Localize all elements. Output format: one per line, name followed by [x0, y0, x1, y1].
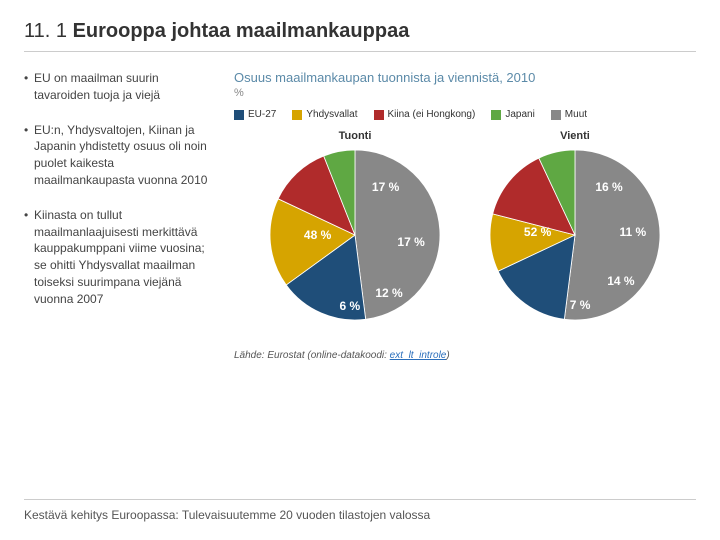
source-suffix: ) — [446, 350, 449, 361]
legend-item: Yhdysvallat — [292, 109, 357, 120]
legend-item: Kiina (ei Hongkong) — [374, 109, 476, 120]
pie-pct-label: 17 % — [372, 180, 399, 194]
pie-chart: Vienti 52 % 16 % 11 % 14 % 7 % — [490, 130, 660, 320]
pie-pct-label: 48 % — [304, 228, 331, 242]
legend-swatch — [491, 110, 501, 120]
pie-pct-label: 7 % — [570, 298, 591, 312]
title-bold: Eurooppa johtaa maailmankauppaa — [73, 20, 410, 42]
footer-text: Kestävä kehitys Euroopassa: Tulevaisuute… — [24, 499, 696, 522]
chart-title: Osuus maailmankaupan tuonnista ja vienni… — [234, 70, 696, 85]
pie-graphic: 52 % 16 % 11 % 14 % 7 % — [490, 150, 660, 320]
pie-row: Tuonti 48 % 17 % 17 % 12 % 6 % Vienti 52 % 16 % 1… — [234, 130, 696, 320]
source-prefix: Lähde: Eurostat (online-datakoodi: — [234, 350, 390, 361]
pie-pct-label: 17 % — [397, 235, 424, 249]
bullet-2: EU:n, Yhdysvaltojen, Kiinan ja Japanin y… — [24, 122, 214, 189]
pie-pct-label: 6 % — [340, 299, 361, 313]
pie-pct-label: 11 % — [619, 225, 646, 239]
legend-label: Muut — [565, 109, 587, 120]
legend-swatch — [551, 110, 561, 120]
pie-pct-label: 16 % — [595, 180, 622, 194]
pie-chart: Tuonti 48 % 17 % 17 % 12 % 6 % — [270, 130, 440, 320]
legend-item: EU-27 — [234, 109, 276, 120]
legend-label: Yhdysvallat — [306, 109, 357, 120]
source-link[interactable]: ext_lt_introle — [390, 350, 447, 361]
pie-pct-label: 52 % — [524, 225, 551, 239]
legend-label: Kiina (ei Hongkong) — [388, 109, 476, 120]
legend-swatch — [234, 110, 244, 120]
legend: EU-27 Yhdysvallat Kiina (ei Hongkong) Japan… — [234, 109, 696, 120]
pie-label: Tuonti — [270, 130, 440, 142]
legend-label: EU-27 — [248, 109, 276, 120]
source-text: Lähde: Eurostat (online-datakoodi: ext_l… — [234, 350, 696, 361]
content-row: EU on maailman suurin tavaroiden tuoja j… — [24, 70, 696, 361]
legend-label: Japani — [505, 109, 534, 120]
bullet-3: Kiinasta on tullut maailmanlaajuisesti m… — [24, 207, 214, 308]
chart-column: Osuus maailmankaupan tuonnista ja vienni… — [234, 70, 696, 361]
pie-pct-label: 12 % — [375, 286, 402, 300]
chart-subtitle: % — [234, 87, 696, 99]
bullet-1: EU on maailman suurin tavaroiden tuoja j… — [24, 70, 214, 104]
pie-graphic: 48 % 17 % 17 % 12 % 6 % — [270, 150, 440, 320]
legend-swatch — [292, 110, 302, 120]
pie-label: Vienti — [490, 130, 660, 142]
legend-item: Japani — [491, 109, 534, 120]
bullets-column: EU on maailman suurin tavaroiden tuoja j… — [24, 70, 214, 361]
legend-swatch — [374, 110, 384, 120]
legend-item: Muut — [551, 109, 587, 120]
pie-pct-label: 14 % — [607, 274, 634, 288]
title-prefix: 11. 1 — [24, 20, 73, 42]
slide-title: 11. 1 Eurooppa johtaa maailmankauppaa — [24, 20, 696, 52]
